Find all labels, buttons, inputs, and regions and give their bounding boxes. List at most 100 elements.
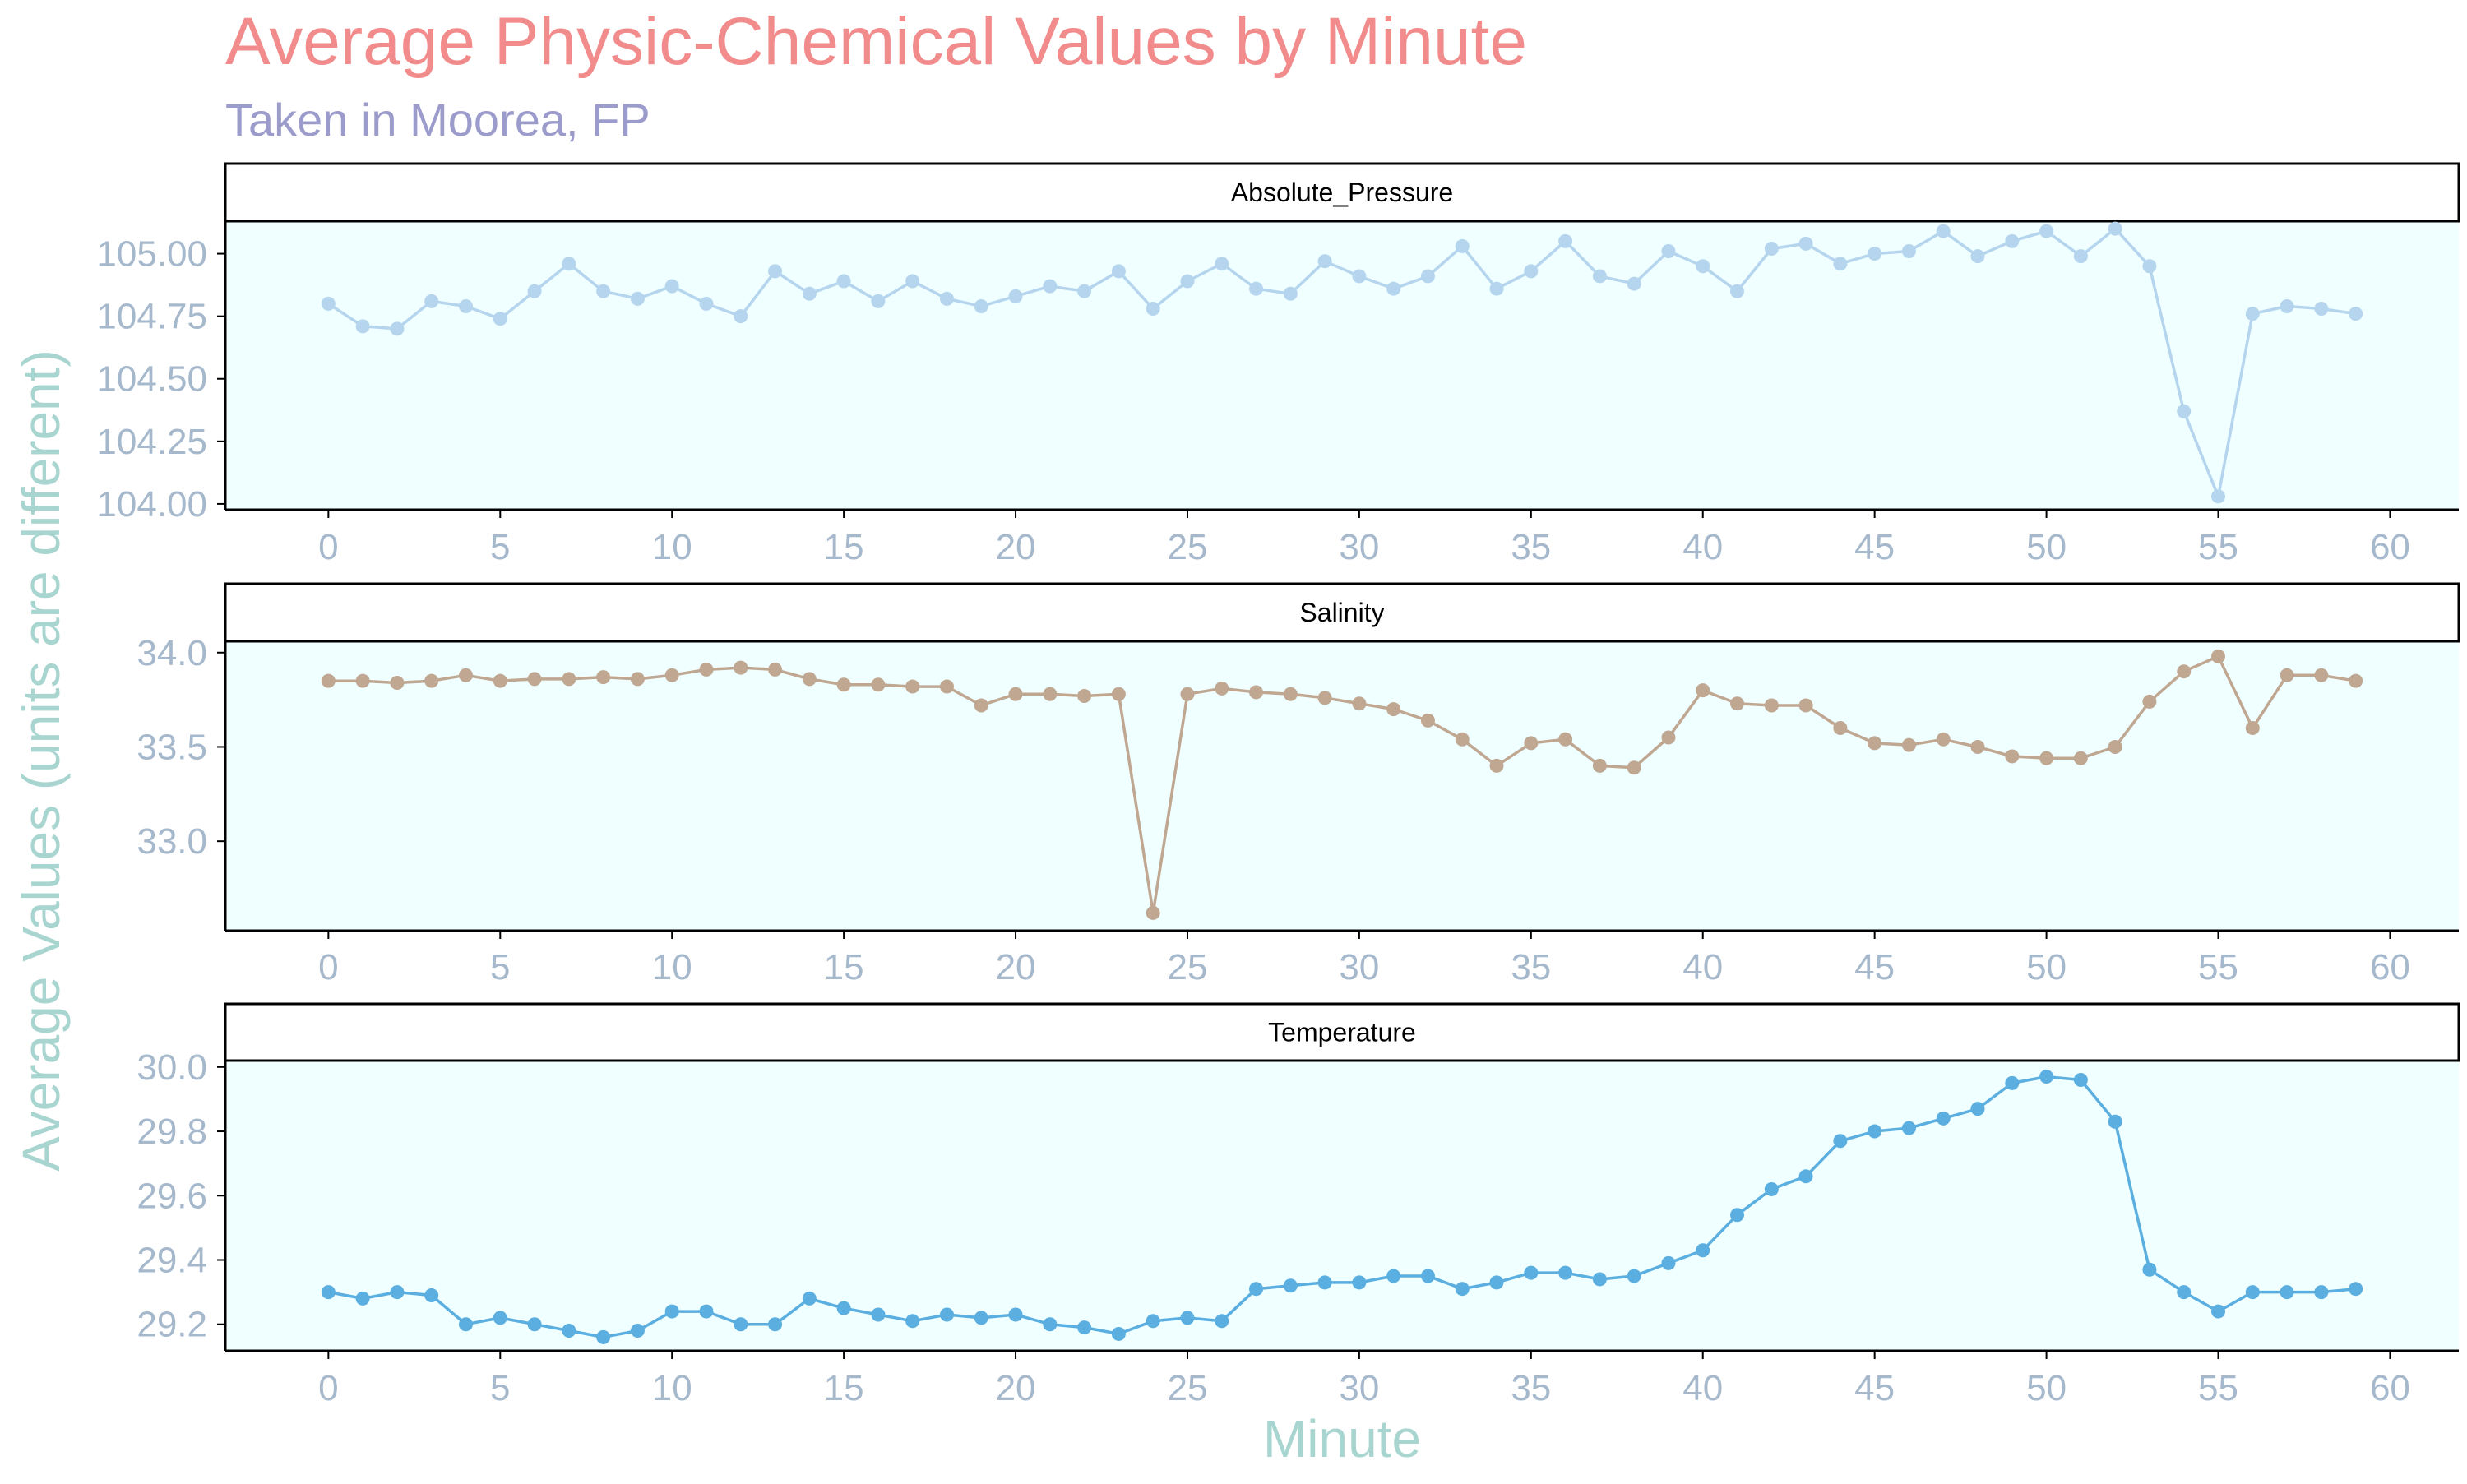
data-point — [1730, 696, 1745, 711]
data-point — [493, 673, 507, 688]
data-point — [836, 1301, 851, 1315]
data-point — [1008, 1307, 1023, 1322]
data-point — [1936, 224, 1951, 238]
x-tick-label: 25 — [1167, 1368, 1207, 1408]
data-point — [1936, 1111, 1951, 1126]
data-point — [2280, 668, 2294, 682]
facet-strip — [224, 582, 2460, 643]
data-point — [2108, 221, 2122, 236]
panel-background — [225, 641, 2459, 930]
facet-strip — [224, 162, 2460, 223]
data-point — [1215, 681, 1229, 696]
data-point — [1696, 1243, 1710, 1258]
data-point — [1249, 281, 1264, 296]
data-point — [1524, 1265, 1539, 1280]
data-point — [802, 672, 817, 687]
data-point — [2142, 1262, 2157, 1277]
data-point — [458, 1317, 473, 1332]
x-tick-label: 15 — [824, 527, 864, 567]
data-point — [1764, 698, 1779, 713]
data-point — [2349, 307, 2363, 321]
x-tick-label: 35 — [1511, 527, 1551, 567]
data-point — [768, 662, 783, 677]
data-point — [2349, 673, 2363, 688]
data-point — [1592, 758, 1607, 773]
data-point — [1317, 1275, 1332, 1290]
data-point — [596, 670, 611, 685]
data-point — [1420, 1269, 1435, 1283]
y-tick-label: 33.0 — [137, 821, 207, 862]
data-point — [1180, 1311, 1195, 1325]
data-point — [1868, 736, 1882, 751]
data-point — [493, 312, 507, 326]
data-point — [699, 1304, 714, 1319]
data-point — [836, 274, 851, 289]
x-tick-label: 0 — [318, 947, 338, 987]
data-point — [458, 298, 473, 313]
data-point — [2005, 1075, 2020, 1090]
y-tick-label: 29.4 — [137, 1240, 207, 1280]
data-point — [699, 662, 714, 677]
x-tick-label: 55 — [2198, 527, 2238, 567]
data-point — [1592, 1272, 1607, 1287]
data-point — [321, 296, 336, 311]
data-point — [2211, 1304, 2226, 1319]
data-point — [493, 1311, 507, 1325]
data-point — [1386, 1269, 1401, 1283]
data-point — [974, 298, 988, 313]
data-point — [630, 672, 645, 687]
data-point — [734, 1317, 748, 1332]
data-point — [2108, 1114, 2122, 1129]
data-point — [1043, 1317, 1058, 1332]
data-point — [1798, 236, 1813, 251]
data-point — [1215, 257, 1229, 271]
data-point — [1970, 1102, 1985, 1116]
data-point — [321, 1285, 336, 1300]
data-point — [664, 1304, 679, 1319]
data-point — [1386, 702, 1401, 717]
data-point — [939, 679, 954, 694]
data-point — [1215, 1314, 1229, 1329]
y-tick-label: 104.50 — [96, 359, 207, 400]
panel-background — [225, 221, 2459, 509]
x-tick-label: 0 — [318, 527, 338, 567]
data-point — [905, 679, 920, 694]
chart-title: Average Physic-Chemical Values by Minute — [225, 4, 1527, 79]
data-point — [1489, 1275, 1504, 1290]
x-tick-label: 50 — [2026, 1368, 2067, 1408]
data-point — [1696, 259, 1710, 274]
data-point — [527, 672, 542, 687]
data-point — [1352, 269, 1367, 284]
data-point — [1111, 1326, 1126, 1341]
data-point — [734, 660, 748, 675]
data-point — [424, 1288, 439, 1303]
x-tick-label: 40 — [1682, 1368, 1723, 1408]
data-point — [2005, 233, 2020, 248]
data-point — [2142, 694, 2157, 709]
data-point — [2314, 1285, 2329, 1300]
x-tick-label: 55 — [2198, 947, 2238, 987]
data-point — [1730, 284, 1745, 298]
data-point — [1764, 241, 1779, 256]
x-tick-label: 0 — [318, 1368, 338, 1408]
data-point — [1868, 247, 1882, 261]
data-point — [424, 673, 439, 688]
data-point — [1627, 276, 1641, 291]
data-point — [664, 668, 679, 682]
data-point — [630, 291, 645, 306]
x-tick-label: 10 — [652, 1368, 692, 1408]
data-point — [905, 1314, 920, 1329]
y-tick-label: 29.6 — [137, 1176, 207, 1216]
y-tick-label: 104.25 — [96, 422, 207, 462]
data-point — [1077, 689, 1092, 704]
facet-strip — [224, 1002, 2460, 1062]
data-point — [1868, 1124, 1882, 1139]
data-point — [562, 257, 576, 271]
y-tick-label: 33.5 — [137, 727, 207, 767]
data-point — [1592, 269, 1607, 284]
x-tick-label: 25 — [1167, 527, 1207, 567]
y-tick-label: 30.0 — [137, 1047, 207, 1088]
data-point — [1455, 238, 1470, 253]
data-point — [1730, 1208, 1745, 1223]
data-point — [1798, 698, 1813, 713]
